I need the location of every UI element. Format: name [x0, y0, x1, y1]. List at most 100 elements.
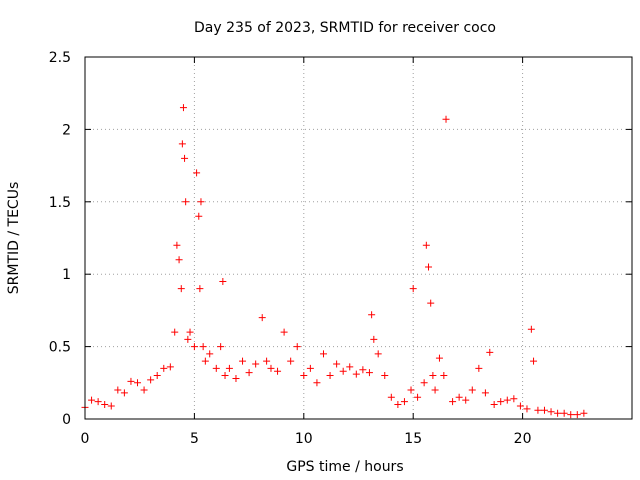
data-point — [370, 335, 378, 343]
chart-title: Day 235 of 2023, SRMTID for receiver coc… — [194, 20, 496, 36]
data-point — [184, 335, 192, 343]
data-point — [225, 364, 233, 372]
data-point — [475, 364, 483, 372]
data-point — [232, 374, 240, 382]
data-point — [173, 241, 181, 249]
data-point — [217, 343, 225, 351]
data-point — [425, 263, 433, 271]
data-point — [114, 386, 122, 394]
data-point — [573, 411, 581, 419]
data-point — [387, 393, 395, 401]
data-point — [179, 104, 187, 112]
data-point — [107, 402, 115, 410]
data-point — [274, 367, 282, 375]
grid-layer — [85, 57, 632, 419]
data-point — [263, 357, 271, 365]
data-point — [300, 372, 308, 380]
data-point — [427, 299, 435, 307]
data-point — [534, 406, 542, 414]
data-point — [252, 360, 260, 368]
data-point — [409, 285, 417, 293]
y-tick-label: 1 — [62, 267, 71, 283]
data-point — [120, 389, 128, 397]
data-point — [407, 386, 415, 394]
data-point — [181, 154, 189, 162]
data-point — [442, 115, 450, 123]
data-point — [359, 366, 367, 374]
data-point — [374, 350, 382, 358]
data-point — [422, 241, 430, 249]
y-tick-label: 2.5 — [49, 50, 71, 66]
data-point — [287, 357, 295, 365]
data-point — [368, 311, 376, 319]
data-point — [197, 198, 205, 206]
data-point — [333, 360, 341, 368]
data-point — [400, 398, 408, 406]
data-point — [313, 379, 321, 387]
data-point — [212, 364, 220, 372]
data-point — [147, 376, 155, 384]
data-point — [530, 357, 538, 365]
data-point — [193, 169, 201, 177]
data-point — [497, 398, 505, 406]
data-point — [394, 401, 402, 409]
data-point — [280, 328, 288, 336]
data-point — [196, 285, 204, 293]
data-point — [440, 372, 448, 380]
data-point — [339, 367, 347, 375]
data-point — [540, 406, 548, 414]
data-point — [219, 277, 227, 285]
x-tick-label: 5 — [190, 431, 199, 447]
data-point — [258, 314, 266, 322]
data-point — [88, 396, 96, 404]
data-point — [462, 396, 470, 404]
y-tick-label: 0 — [62, 412, 71, 428]
data-point — [352, 370, 360, 378]
data-point — [127, 377, 135, 385]
data-point — [221, 372, 229, 380]
data-point — [201, 357, 209, 365]
data-point — [94, 398, 102, 406]
data-point — [365, 369, 373, 377]
data-point — [510, 395, 518, 403]
data-point — [527, 325, 535, 333]
data-point — [182, 198, 190, 206]
data-point — [153, 372, 161, 380]
label-layer: 0 5 10 15 20 0 0.5 1 1.5 2 2.5 — [49, 50, 532, 447]
data-point — [554, 409, 562, 417]
data-point — [414, 393, 422, 401]
data-point — [560, 409, 568, 417]
data-point — [516, 402, 524, 410]
data-point — [468, 386, 476, 394]
y-tick-label: 1.5 — [49, 195, 71, 211]
data-point — [449, 398, 457, 406]
data-point — [435, 354, 443, 362]
x-tick-label: 20 — [514, 431, 532, 447]
data-point — [420, 379, 428, 387]
data-point — [490, 401, 498, 409]
y-axis-label: SRMTID / TECUs — [6, 182, 22, 295]
data-point — [134, 379, 142, 387]
data-point — [245, 369, 253, 377]
x-tick-label: 10 — [295, 431, 313, 447]
y-tick-label: 0.5 — [49, 340, 71, 356]
data-point — [547, 408, 555, 416]
data-point — [523, 405, 531, 413]
data-point — [175, 256, 183, 264]
data-point — [381, 372, 389, 380]
data-point — [101, 401, 109, 409]
data-point — [567, 411, 575, 419]
data-point — [429, 372, 437, 380]
data-point — [293, 343, 301, 351]
data-point — [267, 364, 275, 372]
data-point — [306, 364, 314, 372]
data-point — [481, 389, 489, 397]
data-point — [186, 328, 194, 336]
data-point — [171, 328, 179, 336]
data-point — [319, 350, 327, 358]
data-point — [177, 285, 185, 293]
x-axis-label: GPS time / hours — [286, 459, 403, 475]
x-tick-label: 15 — [404, 431, 422, 447]
y-tick-label: 2 — [62, 122, 71, 138]
